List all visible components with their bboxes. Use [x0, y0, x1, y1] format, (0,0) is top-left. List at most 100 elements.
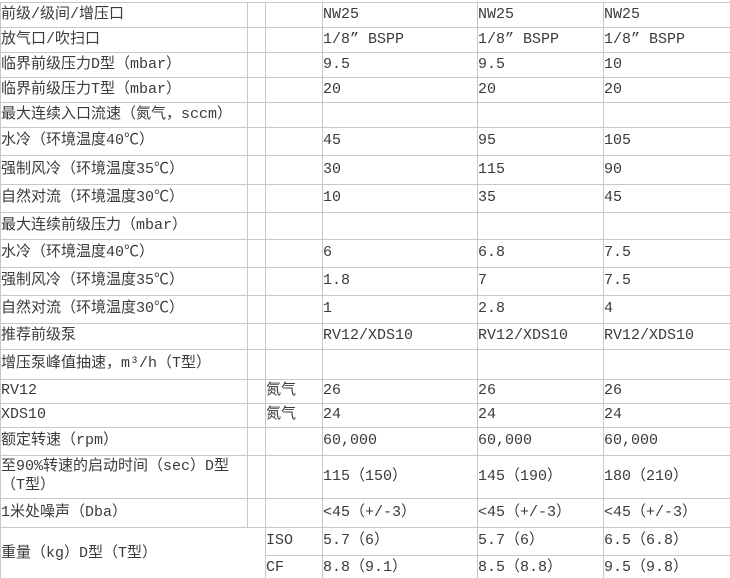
table-row: RV12 氮气 26 26 26: [0, 379, 730, 404]
spec-sub-label: [265, 102, 323, 128]
spec-value: [477, 102, 604, 128]
spec-value: [603, 212, 730, 240]
spec-value: 1/8” BSPP: [322, 27, 478, 53]
spec-value: [603, 102, 730, 128]
spec-value: 9.5（9.8）: [603, 555, 730, 578]
spec-value: 7: [477, 267, 604, 296]
table-row: XDS10 氮气 24 24 24: [0, 403, 730, 428]
spec-value: [322, 349, 478, 380]
spec-value: 9.5: [322, 52, 478, 78]
spec-value: 20: [477, 77, 604, 103]
spec-value: RV12/XDS10: [477, 323, 604, 350]
spec-value: 1.8: [322, 267, 478, 296]
spec-value: <45（+/-3）: [603, 498, 730, 528]
spec-value: 35: [477, 184, 604, 213]
spec-value: 6: [322, 239, 478, 268]
spec-row-label: 最大连续入口流速（氮气，sccm）: [0, 102, 248, 128]
spec-row-label: RV12: [0, 379, 248, 404]
spec-sub-label: [265, 267, 323, 296]
spec-row-label: 1米处噪声（Dba）: [0, 498, 248, 528]
spec-sub-label: [265, 498, 323, 528]
spec-value: 26: [477, 379, 604, 404]
table-row: 1米处噪声（Dba） <45（+/-3） <45（+/-3） <45（+/-3）: [0, 498, 730, 528]
spec-row-label: 水冷（环境温度40℃）: [0, 239, 248, 268]
spec-value: RV12/XDS10: [322, 323, 478, 350]
spec-value: 6.5（6.8）: [603, 527, 730, 556]
spec-row-label: 临界前级压力T型（mbar）: [0, 77, 248, 103]
spec-row-label: XDS10: [0, 403, 248, 428]
spacer-cell: [247, 77, 266, 103]
spec-value: 95: [477, 127, 604, 156]
spacer-cell: [247, 27, 266, 53]
spec-sub-label: [265, 295, 323, 324]
spec-sub-label: ISO: [265, 527, 323, 556]
spec-value: 115: [477, 155, 604, 185]
spec-value: 90: [603, 155, 730, 185]
spec-value: 45: [322, 127, 478, 156]
spacer-cell: [247, 349, 266, 380]
spec-row-label: 额定转速（rpm）: [0, 427, 248, 456]
spec-value: 30: [322, 155, 478, 185]
table-row: 自然对流（环境温度30℃） 10 35 45: [0, 184, 730, 213]
spec-value: <45（+/-3）: [477, 498, 604, 528]
spacer-cell: [247, 212, 266, 240]
spec-sub-label: [265, 427, 323, 456]
table-row: 增压泵峰值抽速，m³/h（T型）: [0, 349, 730, 380]
spec-value: NW25: [477, 2, 604, 28]
spec-value: [477, 212, 604, 240]
spec-value: 8.5（8.8）: [477, 555, 604, 578]
spacer-cell: [247, 127, 266, 156]
spec-value: RV12/XDS10: [603, 323, 730, 350]
table-row-weight-cf: CF 8.8（9.1） 8.5（8.8） 9.5（9.8）: [1, 555, 730, 578]
spec-value: NW25: [322, 2, 478, 28]
spec-value: 24: [603, 403, 730, 428]
spec-row-label: 自然对流（环境温度30℃）: [0, 295, 248, 324]
spacer-cell: [247, 102, 266, 128]
table-row: 水冷（环境温度40℃） 6 6.8 7.5: [0, 239, 730, 268]
spec-row-label: 自然对流（环境温度30℃）: [0, 184, 248, 213]
spec-value: 5.7（6）: [477, 527, 604, 556]
spec-value: [477, 349, 604, 380]
spacer-cell: [247, 498, 266, 528]
spec-row-label: 增压泵峰值抽速，m³/h（T型）: [0, 349, 248, 380]
spec-value: 2.8: [477, 295, 604, 324]
table-row: 自然对流（环境温度30℃） 1 2.8 4: [0, 295, 730, 324]
spec-value: 1/8” BSPP: [477, 27, 604, 53]
spec-row-label: 放气口/吹扫口: [0, 27, 248, 53]
spec-value: 8.8（9.1）: [322, 555, 478, 578]
table-row: 最大连续前级压力（mbar）: [0, 212, 730, 240]
spec-value: NW25: [603, 2, 730, 28]
spec-value: 6.8: [477, 239, 604, 268]
table-row: 临界前级压力T型（mbar） 20 20 20: [0, 77, 730, 103]
spec-value: 115（150）: [322, 455, 478, 499]
spec-sub-label: [265, 52, 323, 78]
spec-sub-label: [265, 127, 323, 156]
spacer-cell: [247, 52, 266, 78]
table-row: 推荐前级泵 RV12/XDS10 RV12/XDS10 RV12/XDS10: [0, 323, 730, 350]
spec-sub-label: 氮气: [265, 403, 323, 428]
table-row: 最大连续入口流速（氮气，sccm）: [0, 102, 730, 128]
spec-sub-label: [265, 455, 323, 499]
spacer-cell: [247, 427, 266, 456]
spec-value: [322, 102, 478, 128]
spec-value: 180（210）: [603, 455, 730, 499]
table-row: 强制风冷（环境温度35℃） 1.8 7 7.5: [0, 267, 730, 296]
spec-value: 10: [603, 52, 730, 78]
spacer-cell: [247, 267, 266, 296]
spec-value: 105: [603, 127, 730, 156]
spec-row-label: 推荐前级泵: [0, 323, 248, 350]
spacer-cell: [247, 403, 266, 428]
spec-value: 5.7（6）: [322, 527, 478, 556]
spec-value: 26: [322, 379, 478, 404]
spacer-cell: [247, 184, 266, 213]
spec-sub-label: [265, 212, 323, 240]
spec-row-label: 最大连续前级压力（mbar）: [0, 212, 248, 240]
spacer-cell: [247, 239, 266, 268]
spec-value: 7.5: [603, 239, 730, 268]
table-row: 强制风冷（环境温度35℃） 30 115 90: [0, 155, 730, 185]
spec-value: [322, 212, 478, 240]
spacer-cell: [247, 155, 266, 185]
spec-value: 4: [603, 295, 730, 324]
